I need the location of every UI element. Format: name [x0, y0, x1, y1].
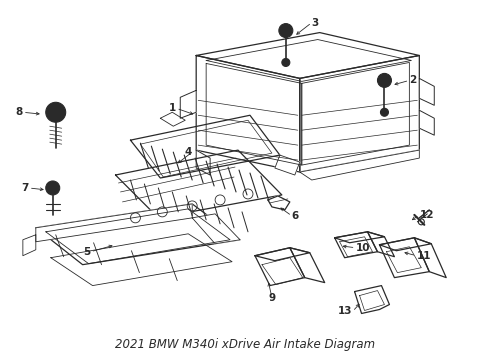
Polygon shape	[36, 204, 240, 265]
Polygon shape	[415, 238, 446, 278]
Text: 2: 2	[409, 75, 416, 85]
Polygon shape	[300, 150, 419, 180]
Text: 1: 1	[169, 103, 176, 113]
Circle shape	[46, 181, 60, 195]
Circle shape	[279, 24, 293, 37]
Text: 5: 5	[83, 247, 91, 257]
Circle shape	[46, 102, 66, 122]
Polygon shape	[51, 234, 232, 285]
Text: 2021 BMW M340i xDrive Air Intake Diagram: 2021 BMW M340i xDrive Air Intake Diagram	[115, 338, 375, 351]
Polygon shape	[255, 248, 310, 261]
Polygon shape	[116, 150, 282, 218]
Text: 4: 4	[185, 147, 192, 157]
Polygon shape	[419, 78, 434, 105]
Polygon shape	[275, 155, 300, 175]
Polygon shape	[160, 112, 185, 126]
Circle shape	[282, 58, 290, 67]
Text: 12: 12	[419, 210, 434, 220]
Polygon shape	[255, 248, 305, 285]
Polygon shape	[130, 115, 280, 178]
Circle shape	[377, 73, 392, 87]
Text: 6: 6	[292, 211, 299, 221]
Text: 8: 8	[16, 107, 23, 117]
Polygon shape	[196, 55, 300, 172]
Polygon shape	[196, 32, 419, 78]
Polygon shape	[335, 232, 377, 258]
Text: 13: 13	[338, 306, 353, 316]
Polygon shape	[23, 235, 36, 256]
Polygon shape	[268, 196, 290, 210]
Polygon shape	[335, 232, 385, 243]
Polygon shape	[419, 110, 434, 135]
Polygon shape	[368, 232, 394, 257]
Text: 3: 3	[312, 18, 319, 28]
Polygon shape	[300, 55, 419, 172]
Polygon shape	[192, 214, 240, 244]
Text: 11: 11	[416, 251, 431, 261]
Polygon shape	[355, 285, 390, 314]
Polygon shape	[196, 150, 210, 175]
Polygon shape	[180, 90, 196, 118]
Text: 7: 7	[22, 183, 29, 193]
Polygon shape	[379, 238, 431, 251]
Polygon shape	[36, 204, 192, 242]
Circle shape	[380, 108, 389, 116]
Text: 10: 10	[356, 243, 370, 253]
Text: 9: 9	[269, 293, 275, 302]
Polygon shape	[379, 238, 429, 278]
Polygon shape	[290, 248, 325, 283]
